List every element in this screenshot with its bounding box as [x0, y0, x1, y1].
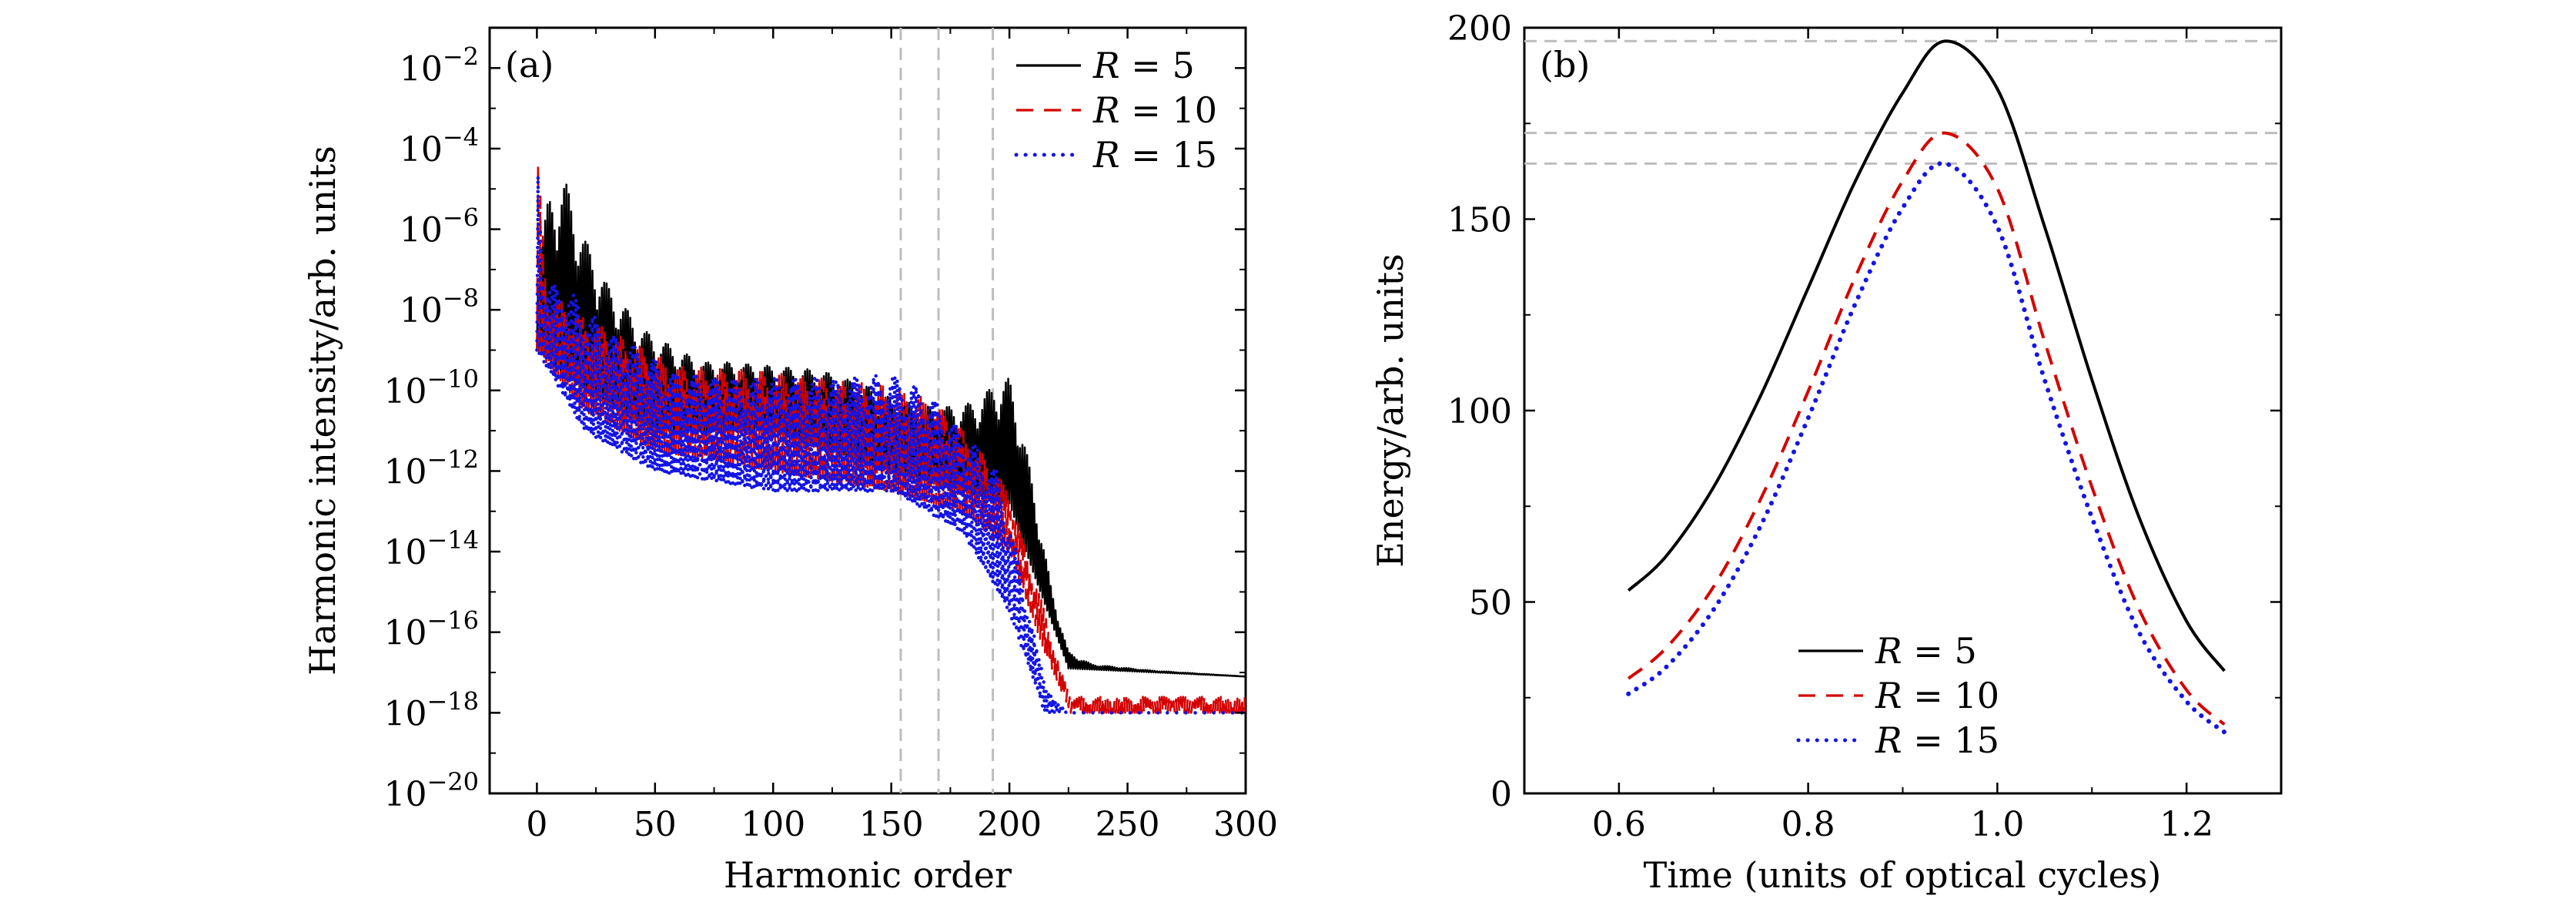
panel-b-chart: 0.6 0.8 1.0 1.2 0 50 100 150 200 (b) Time (unit…	[1370, 9, 2283, 896]
panel-b-x-ticks: 0.6 0.8 1.0 1.2	[1524, 28, 2282, 844]
panel-a-x-tick-label-0: 0	[526, 805, 547, 844]
panel-b-reference-lines	[1524, 39, 2281, 165]
panel-a-y-axis-label: Harmonic intensity/arb. units	[302, 146, 343, 676]
panel-b-y-tick-label-2: 100	[1447, 392, 1512, 431]
panel-b-label: (b)	[1540, 44, 1590, 86]
panel-a-y-tick-label-5: 10−10	[383, 364, 479, 411]
panel-b-legend-label-2: R = 15	[1875, 719, 1999, 761]
panel-b-legend-label-0: R = 5	[1875, 630, 1977, 672]
panel-a-x-tick-label-6: 300	[1213, 805, 1278, 844]
panel-a-legend-label-1: R = 10	[1092, 89, 1217, 131]
panel-b-x-axis-label: Time (units of optical cycles)	[1644, 854, 2162, 896]
panel-a-x-tick-label-2: 100	[741, 805, 805, 844]
panel-a-label: (a)	[505, 44, 554, 86]
panel-a-y-tick-label-3: 10−14	[383, 525, 479, 572]
panel-a-y-tick-label-4: 10−12	[383, 444, 479, 491]
panel-a-legend-label-0: R = 5	[1092, 45, 1195, 86]
panel-b-series-1-line	[1627, 131, 2226, 726]
panel-a-x-ticks: 0 50 100 150 200 250 300	[526, 28, 1278, 844]
panel-a-legend-label-2: R = 15	[1092, 134, 1217, 176]
panel-a-x-tick-label-1: 50	[634, 805, 677, 844]
panel-b-x-tick-label-3: 1.2	[2159, 805, 2213, 844]
panel-a-x-tick-label-5: 250	[1096, 805, 1160, 844]
panel-b-y-axis-label: Energy/arb. units	[1370, 253, 1411, 568]
panel-b-x-tick-label-2: 1.0	[1970, 805, 2024, 844]
panel-b-legend: R = 5R = 10R = 15	[1796, 630, 1999, 761]
panel-b-y-ticks: 0 50 100 150 200	[1447, 9, 2281, 814]
panel-a-y-ticks: 10−20 10−18 10−16 10−14 10−12 10−10 10−8 10−6 10…	[383, 42, 1246, 814]
panel-b-series	[1626, 39, 2227, 735]
panel-a-series	[535, 163, 1246, 715]
panel-b-y-tick-label-0: 0	[1490, 775, 1512, 814]
panel-b-y-tick-label-4: 200	[1447, 9, 1512, 49]
panel-b-x-tick-label-1: 0.8	[1781, 805, 1835, 844]
panel-a-chart: 0 50 100 150 200 250 300 10−2010−1810−1610−141…	[302, 26, 1278, 896]
panel-a-legend: R = 5R = 10R = 15	[1014, 45, 1217, 176]
panel-a-y-tick-label-9: 10−2	[400, 42, 479, 89]
panel-a-x-tick-label-3: 150	[859, 805, 924, 844]
panel-a-frame	[488, 26, 1247, 795]
panel-a-y-tick-label-1: 10−18	[383, 686, 479, 733]
panel-a-x-axis-label: Harmonic order	[724, 854, 1012, 896]
panel-a-series-2-line	[535, 173, 1246, 715]
panel-a-y-tick-label-0: 10−20	[383, 767, 479, 814]
panel-b-y-tick-label-1: 50	[1469, 584, 1512, 623]
panel-b-legend-label-1: R = 10	[1875, 675, 1999, 716]
panel-a-y-tick-label-6: 10−8	[400, 283, 479, 330]
panel-a-y-tick-label-2: 10−16	[383, 606, 479, 653]
panel-a-y-tick-label-7: 10−6	[400, 203, 479, 250]
panel-b-series-0-line	[1627, 39, 2226, 672]
panel-a-x-tick-label-4: 200	[977, 805, 1042, 844]
panel-a-y-tick-label-8: 10−4	[400, 122, 479, 169]
panel-b-x-tick-label-0: 0.6	[1592, 805, 1646, 844]
panel-b-y-tick-label-3: 150	[1447, 201, 1512, 240]
